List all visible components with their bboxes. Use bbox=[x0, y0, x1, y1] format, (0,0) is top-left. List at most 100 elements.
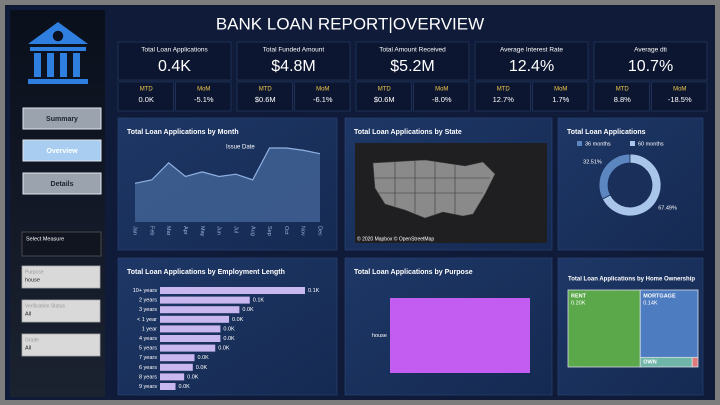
bank-icon bbox=[28, 22, 88, 84]
treemap-label: OWN bbox=[643, 360, 656, 366]
panel bbox=[117, 257, 338, 396]
kpi-value: $4.8M bbox=[271, 58, 315, 75]
donut-slice bbox=[601, 153, 662, 217]
kpi-sub-label: MTD bbox=[378, 87, 392, 93]
bar bbox=[160, 383, 176, 390]
kpi-sub-card bbox=[175, 81, 232, 112]
filter-label: Grade bbox=[25, 337, 39, 343]
chart-title: Total Loan Applications by Employment Le… bbox=[127, 269, 285, 276]
data-label: 0.0K bbox=[232, 317, 244, 323]
filter-value[interactable]: house bbox=[25, 277, 40, 283]
kpi-card bbox=[593, 41, 708, 81]
y-tick-label: 5 years bbox=[139, 346, 157, 352]
x-tick-label: Dec bbox=[317, 226, 323, 236]
bar bbox=[160, 287, 305, 294]
kpi-sub-card bbox=[532, 81, 589, 112]
bar bbox=[160, 344, 216, 352]
map-borders bbox=[375, 161, 490, 215]
nav-label[interactable]: Overview bbox=[46, 148, 78, 155]
x-tick-label: Apr bbox=[182, 226, 188, 235]
filter-value[interactable]: All bbox=[25, 345, 31, 351]
bar bbox=[160, 306, 240, 314]
bar bbox=[160, 315, 230, 323]
filter-box[interactable] bbox=[21, 231, 102, 257]
x-tick-label: Feb bbox=[148, 226, 154, 235]
y-tick-label: 2 years bbox=[139, 298, 157, 304]
chart-title: Total Loan Applications bbox=[567, 129, 646, 136]
kpi-title: Average Interest Rate bbox=[500, 47, 563, 54]
kpi-title: Total Funded Amount bbox=[263, 47, 325, 54]
filter-box[interactable] bbox=[21, 299, 101, 323]
nav-label[interactable]: Summary bbox=[46, 116, 78, 123]
kpi-card bbox=[236, 41, 351, 81]
y-tick-label: 3 years bbox=[139, 307, 157, 313]
chart-title: Total Loan Applications by State bbox=[354, 129, 462, 136]
data-label: 0.0K bbox=[187, 374, 199, 380]
kpi-title: Average dti bbox=[634, 47, 667, 54]
x-tick-label: Jun bbox=[216, 226, 222, 235]
y-tick-label: 6 years bbox=[139, 365, 157, 371]
filter-box[interactable] bbox=[21, 333, 101, 357]
data-label: 0.14K bbox=[643, 300, 658, 306]
kpi-sub-label: MoM bbox=[435, 87, 448, 93]
kpi-title: Total Amount Received bbox=[379, 47, 446, 54]
kpi-card bbox=[355, 41, 470, 81]
chart-title: Total Loan Applications by Home Ownershi… bbox=[568, 277, 695, 283]
chart-title: Total Loan Applications by Purpose bbox=[354, 269, 473, 276]
legend-label: 36 months bbox=[585, 141, 611, 147]
kpi-sub-value: -5.1% bbox=[194, 95, 214, 104]
kpi-sub-value: 1.7% bbox=[552, 95, 569, 104]
x-tick-label: Jul bbox=[232, 226, 238, 233]
x-tick-label: Sep bbox=[266, 226, 272, 236]
chart-title: Total Loan Applications by Month bbox=[127, 129, 239, 136]
area bbox=[135, 148, 320, 222]
legend-swatch bbox=[630, 141, 635, 146]
nav-button[interactable] bbox=[22, 172, 102, 195]
filter-box[interactable] bbox=[21, 265, 101, 289]
treemap-label: RENT bbox=[571, 293, 587, 299]
nav-button[interactable] bbox=[22, 139, 102, 162]
map-attribution: © 2020 Mapbox © OpenStreetMap bbox=[357, 235, 434, 242]
data-label: 0.1K bbox=[253, 298, 265, 304]
kpi-sub-card bbox=[294, 81, 351, 112]
kpi-card bbox=[117, 41, 232, 81]
y-tick-label: 10+ years bbox=[133, 288, 158, 294]
filter-label: Verification Status bbox=[25, 303, 66, 309]
bar bbox=[390, 298, 530, 373]
kpi-sub-card bbox=[413, 81, 470, 112]
content: Total Loan Applications 0.4K MTD 0.0K MoM -5.… bbox=[21, 41, 708, 396]
y-tick-label: 4 years bbox=[139, 336, 157, 342]
kpi-title: Total Loan Applications bbox=[141, 47, 208, 54]
kpi-value: $5.2M bbox=[390, 58, 434, 75]
kpi-sub-value: -6.1% bbox=[313, 95, 333, 104]
treemap-label: MORTGAGE bbox=[643, 293, 676, 299]
kpi-sub-card bbox=[355, 81, 412, 112]
y-tick-label: 1 year bbox=[142, 326, 157, 332]
kpi-sub-label: MTD bbox=[140, 87, 154, 93]
kpi-sub-label: MoM bbox=[316, 87, 329, 93]
kpi-sub-value: 0.0K bbox=[139, 95, 154, 104]
kpi-value: 10.7% bbox=[628, 58, 673, 75]
nav-button[interactable] bbox=[22, 107, 102, 130]
bar bbox=[160, 335, 221, 342]
kpi-sub-value: -8.0% bbox=[432, 95, 452, 104]
filter-value[interactable]: All bbox=[25, 311, 31, 317]
data-label: 0.0K bbox=[218, 346, 230, 352]
kpi-sub-label: MoM bbox=[554, 87, 567, 93]
data-label: 0.0K bbox=[196, 365, 208, 371]
data-label: 0.0K bbox=[179, 384, 191, 390]
y-tick-label: 9 years bbox=[139, 384, 157, 390]
data-label: 0.0K bbox=[242, 307, 254, 313]
bar bbox=[160, 325, 221, 333]
bar bbox=[160, 363, 193, 371]
bar bbox=[160, 373, 185, 381]
nav-label[interactable]: Details bbox=[51, 181, 74, 188]
kpi-sub-label: MTD bbox=[259, 87, 273, 93]
y-tick-label: 8 years bbox=[139, 374, 157, 380]
filter-label: Select Measure bbox=[26, 236, 64, 242]
kpi-sub-label: MTD bbox=[616, 87, 630, 93]
kpi-sub-value: $0.6M bbox=[255, 95, 276, 104]
data-label: 0.20K bbox=[571, 300, 586, 306]
data-label: 0.0K bbox=[223, 326, 235, 332]
